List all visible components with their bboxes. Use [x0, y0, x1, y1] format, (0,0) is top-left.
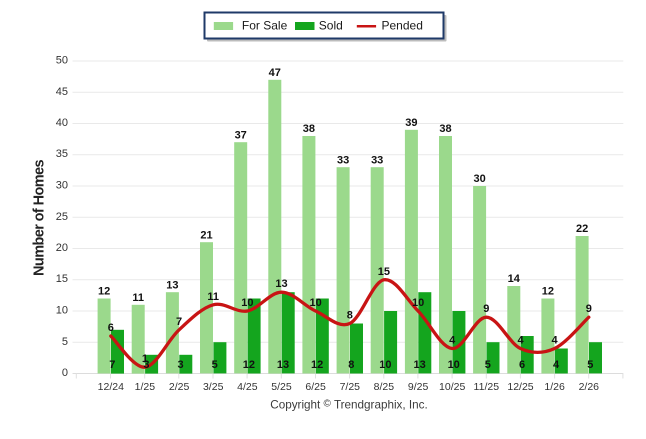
svg-text:3/25: 3/25 [203, 381, 224, 393]
svg-text:7: 7 [176, 316, 182, 328]
svg-text:8: 8 [347, 310, 353, 322]
svg-text:12: 12 [542, 286, 554, 298]
svg-text:For Sale: For Sale [242, 19, 288, 33]
svg-text:30: 30 [473, 173, 485, 185]
svg-text:45: 45 [56, 86, 68, 98]
svg-text:11: 11 [207, 291, 219, 303]
svg-text:10: 10 [412, 297, 424, 309]
svg-text:4: 4 [552, 335, 559, 347]
svg-text:12: 12 [311, 359, 323, 371]
svg-text:15: 15 [378, 266, 390, 278]
svg-text:12/25: 12/25 [507, 381, 533, 393]
svg-text:9/25: 9/25 [408, 381, 429, 393]
svg-text:0: 0 [62, 367, 68, 379]
svg-text:6/25: 6/25 [305, 381, 326, 393]
svg-text:4: 4 [517, 335, 524, 347]
svg-text:1: 1 [142, 353, 148, 365]
svg-text:3: 3 [178, 359, 184, 371]
svg-text:2/25: 2/25 [169, 381, 190, 393]
svg-text:11: 11 [132, 292, 144, 304]
svg-text:7: 7 [109, 359, 115, 371]
svg-text:38: 38 [303, 123, 315, 135]
svg-text:Number of Homes: Number of Homes [31, 160, 47, 276]
svg-text:39: 39 [405, 117, 417, 129]
svg-text:4: 4 [553, 359, 560, 371]
svg-text:6: 6 [108, 322, 114, 334]
svg-text:8: 8 [348, 359, 354, 371]
svg-text:25: 25 [56, 211, 68, 223]
svg-text:13: 13 [277, 359, 289, 371]
svg-text:5: 5 [587, 359, 593, 371]
svg-text:7/25: 7/25 [340, 381, 361, 393]
svg-text:5/25: 5/25 [271, 381, 292, 393]
svg-text:5: 5 [212, 359, 218, 371]
svg-text:1/26: 1/26 [544, 381, 565, 393]
svg-text:Pended: Pended [382, 19, 423, 33]
svg-text:10: 10 [309, 297, 321, 309]
svg-text:5: 5 [62, 336, 68, 348]
svg-text:12: 12 [243, 359, 255, 371]
svg-text:40: 40 [56, 117, 68, 129]
svg-text:10: 10 [241, 297, 253, 309]
svg-text:33: 33 [371, 154, 383, 166]
svg-text:9: 9 [586, 303, 592, 315]
svg-text:5: 5 [485, 359, 491, 371]
svg-text:37: 37 [235, 129, 247, 141]
svg-text:2/26: 2/26 [579, 381, 600, 393]
svg-text:10: 10 [379, 359, 391, 371]
svg-text:6: 6 [519, 359, 525, 371]
svg-text:14: 14 [508, 273, 521, 285]
svg-text:4/25: 4/25 [237, 381, 258, 393]
svg-text:33: 33 [337, 154, 349, 166]
svg-text:10/25: 10/25 [439, 381, 465, 393]
svg-text:8/25: 8/25 [374, 381, 395, 393]
svg-text:Sold: Sold [319, 19, 343, 33]
svg-text:10: 10 [56, 305, 68, 317]
svg-text:1/25: 1/25 [135, 381, 156, 393]
svg-text:35: 35 [56, 148, 68, 160]
svg-text:3: 3 [143, 359, 149, 371]
svg-text:47: 47 [269, 67, 281, 79]
svg-text:12/24: 12/24 [98, 381, 124, 393]
svg-text:20: 20 [56, 242, 68, 254]
svg-text:9: 9 [483, 303, 489, 315]
svg-text:13: 13 [413, 359, 425, 371]
svg-text:21: 21 [200, 229, 212, 241]
svg-text:22: 22 [576, 223, 588, 235]
svg-text:30: 30 [56, 180, 68, 192]
svg-text:11/25: 11/25 [474, 381, 500, 393]
svg-text:13: 13 [166, 279, 178, 291]
svg-text:13: 13 [275, 278, 287, 290]
svg-text:Copyright © Trendgraphix, Inc.: Copyright © Trendgraphix, Inc. [270, 399, 427, 412]
svg-text:38: 38 [439, 123, 451, 135]
svg-text:12: 12 [98, 286, 110, 298]
svg-text:50: 50 [56, 55, 68, 67]
svg-text:15: 15 [56, 273, 68, 285]
svg-text:4: 4 [449, 335, 456, 347]
svg-text:10: 10 [448, 359, 460, 371]
